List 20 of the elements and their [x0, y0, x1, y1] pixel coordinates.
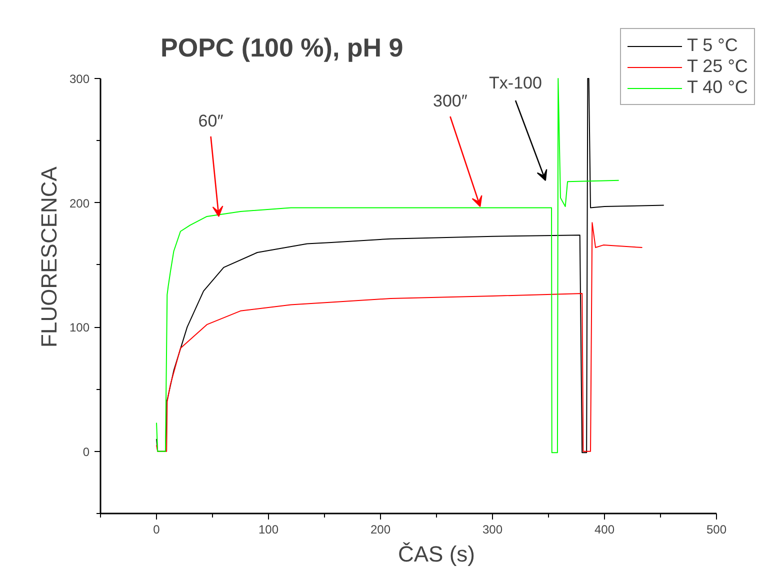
x-tick-label: 0 [153, 522, 160, 536]
x-tick-label: 500 [706, 522, 727, 536]
annotation: 60″ [198, 111, 224, 130]
legend-label: T 40 °C [687, 77, 748, 98]
x-tick-label: 100 [258, 522, 279, 536]
y-tick-label: 300 [69, 72, 90, 86]
y-tick-label: 200 [69, 196, 90, 210]
y-tick-label: 100 [69, 320, 90, 335]
legend-label: T 5 °C [687, 35, 738, 56]
x-axis-title: ČAS (s) [398, 542, 475, 566]
x-tick-label: 400 [594, 522, 615, 536]
x-tick-label: 300 [482, 522, 503, 536]
line-series [156, 222, 643, 452]
legend-label: T 25 °C [687, 56, 748, 77]
y-axis-title: FLUORESCENCA [36, 166, 62, 348]
x-tick-label: 200 [370, 522, 391, 536]
annotation: Tx-100 [489, 74, 542, 92]
chart-title: POPC (100 %), pH 9 [160, 32, 404, 62]
annotation: 300″ [432, 92, 468, 111]
y-tick-label: 0 [82, 444, 90, 459]
